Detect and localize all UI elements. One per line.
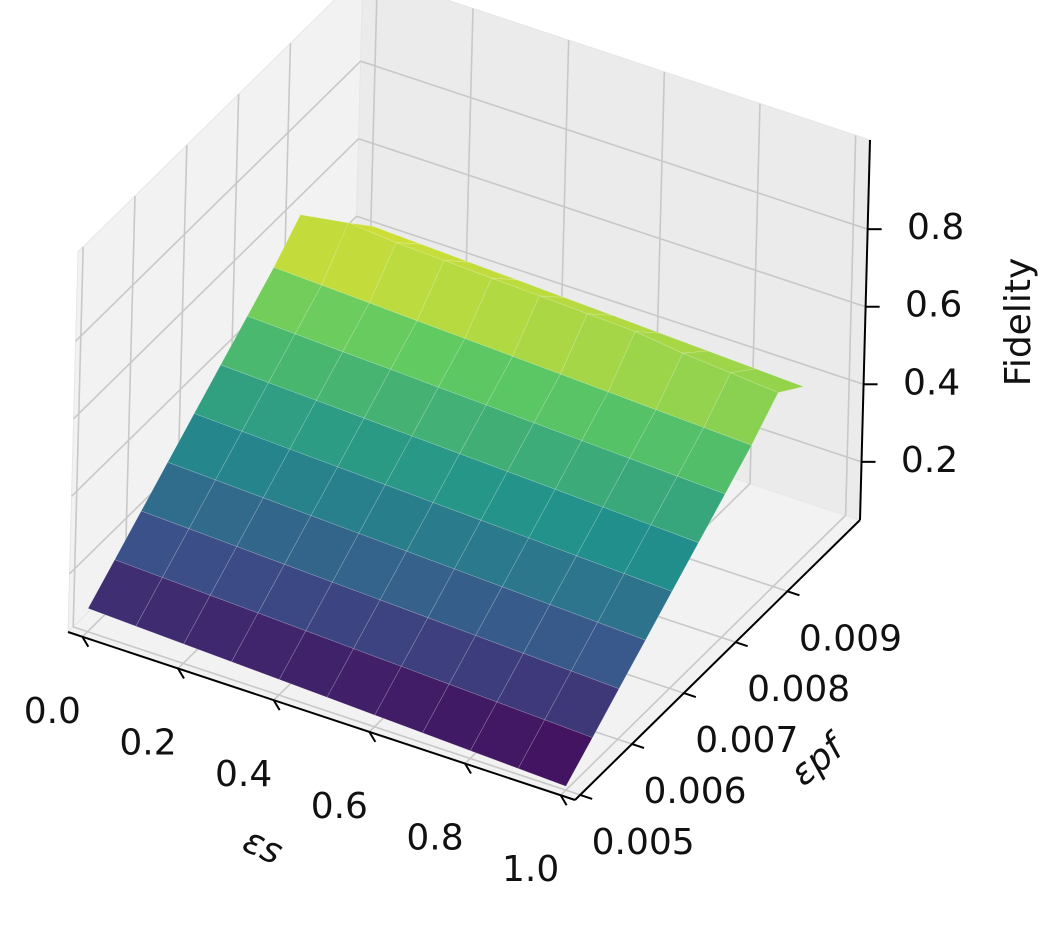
grid-line (124, 195, 136, 577)
y-tick (579, 793, 593, 800)
grid-line (844, 135, 857, 516)
grid-line (360, 60, 868, 230)
z-axis-label: Fidelity (998, 258, 1039, 387)
x-tick (464, 763, 472, 775)
y-tick-label: 0.005 (592, 822, 695, 863)
x-tick-label: 1.0 (502, 849, 559, 890)
x-tick (81, 636, 90, 648)
grid-line (73, 138, 360, 420)
x-tick (272, 699, 281, 711)
z-tick-label: 0.8 (907, 207, 964, 248)
x-axis-label: εs (237, 820, 289, 873)
grid-line (560, 514, 847, 796)
grid-line (356, 215, 864, 386)
grid-line (72, 626, 581, 796)
z-tick-label: 0.6 (905, 285, 962, 326)
y-tick (787, 590, 800, 597)
grid-line (75, 60, 362, 342)
surface (87, 214, 805, 787)
surface-patch (650, 475, 726, 544)
x-tick (368, 731, 377, 743)
z-tick-label: 0.4 (903, 362, 960, 403)
x-tick-label: 0.6 (311, 786, 368, 827)
grid-line (72, 246, 84, 627)
axes: 0.0 0.2 0.4 0.6 0.8 1.0 0.005 0.006 0.007 0.008 0.… (24, 139, 964, 890)
grid-line (358, 137, 866, 308)
x-tick-label: 0.4 (215, 754, 272, 795)
x-axis-line (67, 631, 576, 801)
surface-patch (544, 670, 620, 738)
y-tick-label: 0.006 (643, 771, 746, 812)
surface-patch (729, 368, 805, 393)
x-tick-label: 0.2 (119, 722, 176, 763)
y-tick (735, 641, 748, 648)
y-axis-line (574, 519, 861, 801)
x-tick (559, 794, 568, 806)
x-tick (177, 667, 185, 679)
x-tick-label: 0.0 (24, 691, 81, 732)
x-tick-label: 0.8 (406, 818, 463, 859)
surface-patch (570, 621, 646, 690)
y-tick-label: 0.009 (799, 618, 902, 659)
y-tick (683, 692, 697, 699)
z-tick-label: 0.2 (901, 440, 958, 481)
surface-patch (517, 719, 593, 787)
surface-patch (597, 573, 673, 641)
y-tick-label: 0.007 (695, 720, 798, 761)
z-axis-line (859, 139, 871, 521)
y-tick-label: 0.008 (747, 669, 850, 710)
y-tick (631, 743, 645, 749)
